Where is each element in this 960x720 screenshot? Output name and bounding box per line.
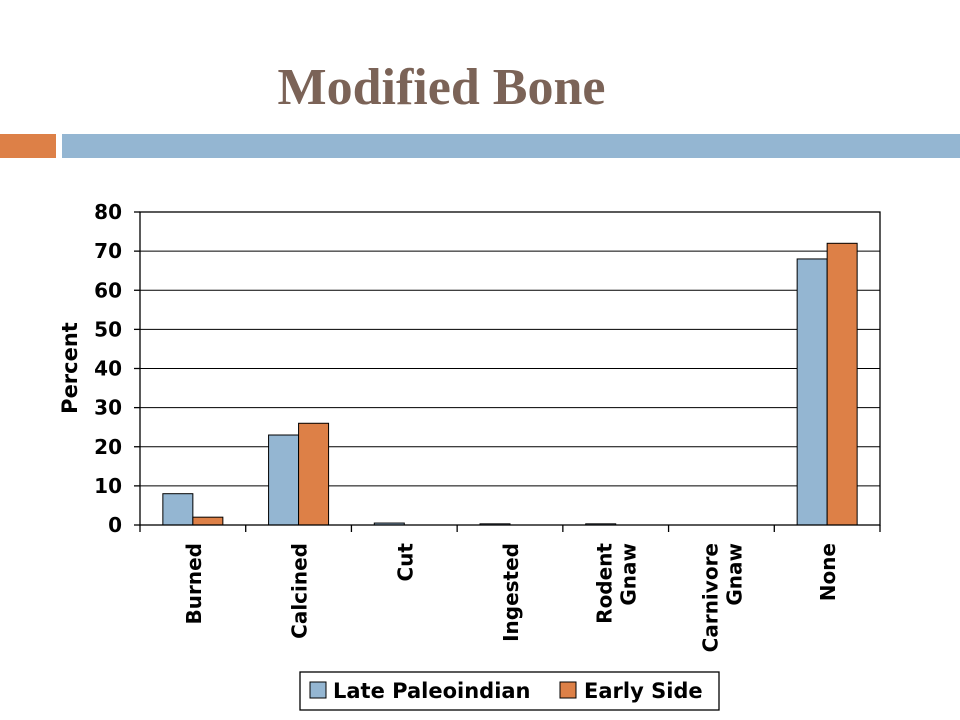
x-category-label-rodent-gnaw-line-1: Rodent [593,543,617,624]
y-tick-label-80: 80 [94,200,122,224]
x-category-label-carnivore-gnaw-line-2: Gnaw [722,543,746,606]
bar-late-paleoindian-none [796,258,828,526]
legend-swatch-early-side [559,681,577,699]
x-category-label-none: None [816,543,840,601]
y-axis-label: Percent [58,322,82,414]
bars [162,242,858,526]
legend-frame [299,671,720,711]
y-tick-label-30: 30 [94,396,122,420]
y-tick-label-10: 10 [94,474,122,498]
y-tick-label-20: 20 [94,435,122,459]
x-category-label-calcined: Calcined [288,543,312,639]
bar-early-side-burned [192,516,224,526]
bar-late-paleoindian-calcined [268,434,300,526]
x-category-label-carnivore-gnaw-line-1: Carnivore [698,543,722,652]
x-category-label-cut: Cut [393,543,417,582]
x-category-label-ingested: Ingested [499,543,523,642]
x-category-labels: Burned Calcined Cut Ingested Rodent Gnaw Carni… [139,525,881,652]
y-tick-label-60: 60 [94,278,122,302]
accent-bar-right [62,134,960,158]
y-tick-label-40: 40 [94,357,122,381]
y-tick-label-50: 50 [94,317,122,341]
legend-label-late-paleoindian: Late Paleoindian [333,679,531,703]
y-tick-label-0: 0 [108,513,122,537]
legend-label-early-side: Early Side [584,679,703,703]
bar-early-side-calcined [298,422,330,526]
y-tick-label-70: 70 [94,239,122,263]
x-category-label-rodent-gnaw-line-2: Gnaw [617,543,641,606]
bar-early-side-none [826,242,858,526]
x-category-label-burned: Burned [182,543,206,624]
slide-title: Modified Bone [277,59,606,116]
y-tick-labels: 0 10 20 30 40 50 60 70 80 [94,200,140,537]
legend: Late Paleoindian Early Side [299,671,720,711]
bar-late-paleoindian-burned [162,493,194,526]
gridlines [140,250,880,487]
accent-bar-left [0,134,56,158]
legend-swatch-late-paleoindian [309,681,327,699]
